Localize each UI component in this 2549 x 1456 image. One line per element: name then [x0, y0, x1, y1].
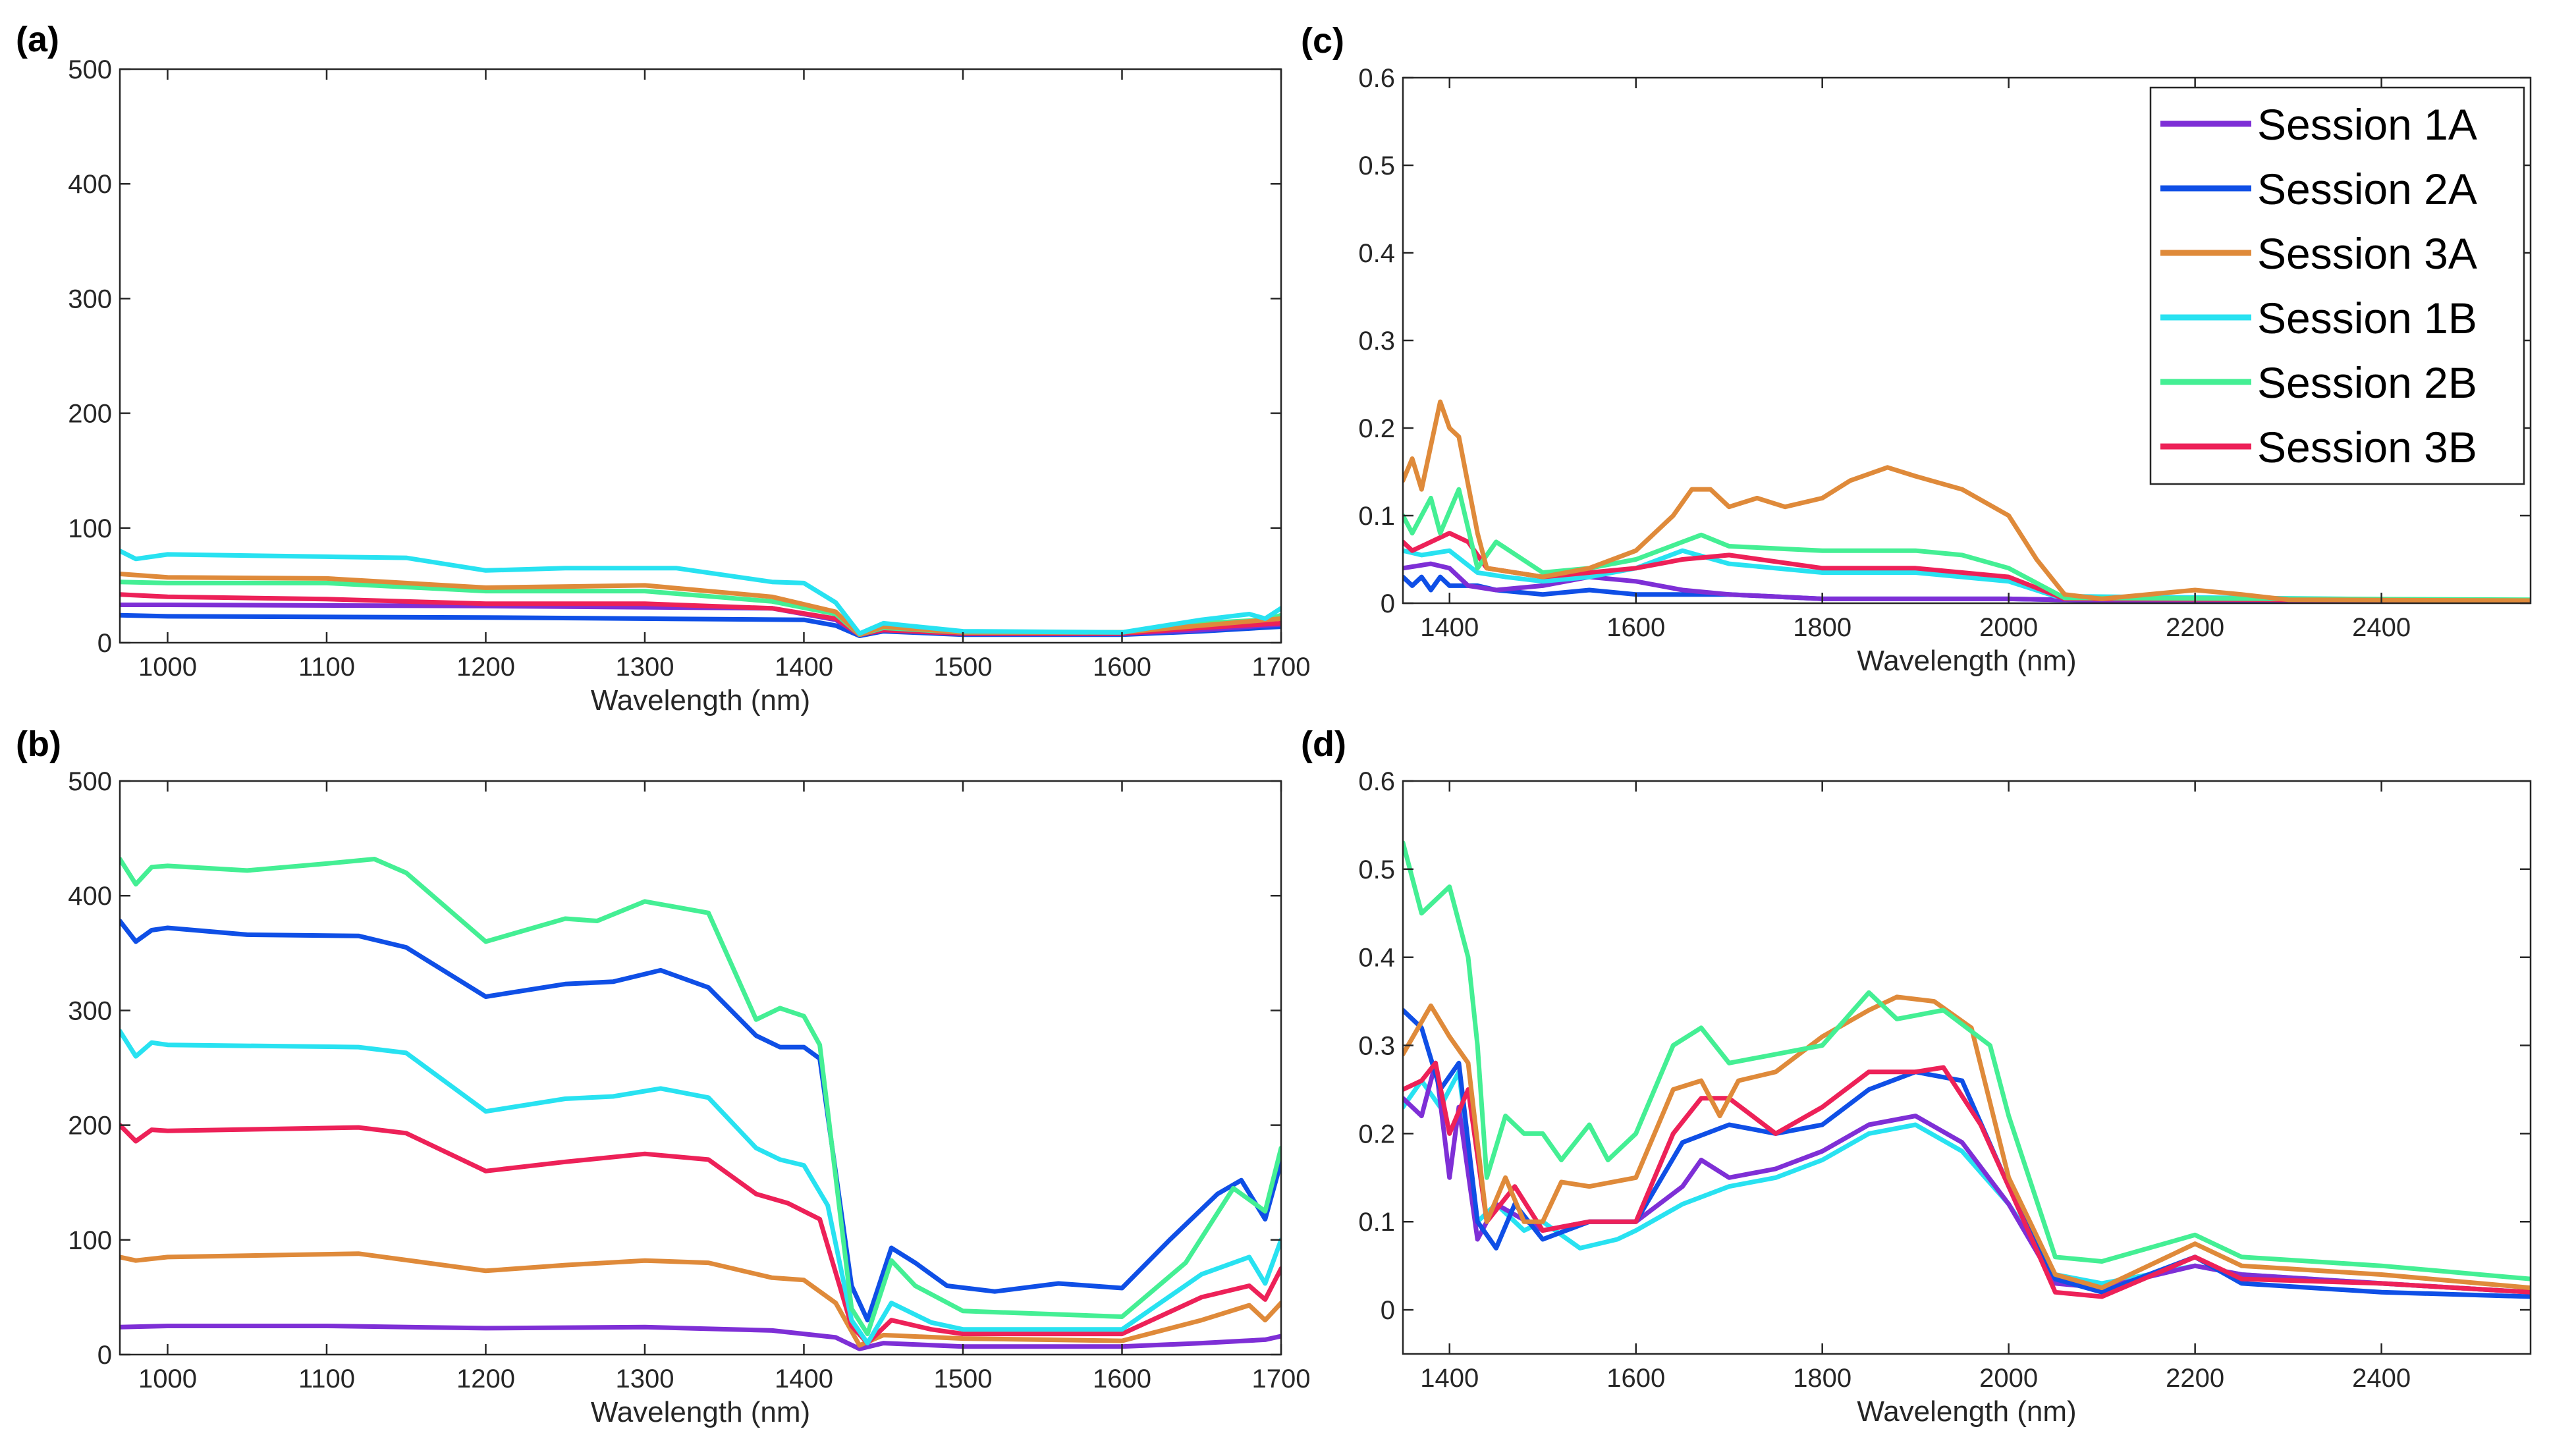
series-line-session-3a	[1403, 994, 2531, 1291]
panel-label: (a)	[16, 20, 59, 59]
plot-frame	[119, 68, 1282, 644]
y-tick-label: 200	[68, 400, 112, 429]
series-line-session-1b	[120, 549, 1281, 636]
x-tick-label: 1300	[615, 1364, 674, 1393]
y-tick-label: 400	[68, 882, 112, 911]
y-tick-label: 0.3	[1358, 1032, 1395, 1061]
y-tick-label: 400	[68, 170, 112, 199]
x-tick-label: 1400	[775, 1364, 833, 1393]
y-tick-label: 0.1	[1358, 1208, 1395, 1237]
y-tick-label: 100	[68, 514, 112, 543]
legend-label: Session 1B	[2257, 294, 2477, 342]
series-line-session-2a	[120, 919, 1281, 1323]
x-tick-label: 2200	[2166, 613, 2224, 642]
legend-box	[2149, 86, 2525, 485]
y-tick-label: 0	[1381, 589, 1395, 618]
x-tick-label: 1200	[456, 653, 515, 682]
chart-panel-b: (b) 1000 1100 1200 1300 1400 1500 1600 1700 0 100 2…	[16, 724, 1310, 1428]
x-axis-title: Wavelength (nm)	[1857, 1395, 2076, 1428]
y-tick-label: 300	[68, 996, 112, 1025]
panel-label: (d)	[1301, 724, 1346, 764]
plot-frame	[119, 780, 1282, 1356]
legend-label: Session 1A	[2257, 100, 2477, 149]
x-tick-label: 2400	[2352, 1364, 2411, 1393]
legend-label: Session 3A	[2257, 229, 2477, 278]
y-tick-label: 0.6	[1358, 767, 1395, 796]
series-line-session-1b	[120, 1029, 1281, 1346]
y-tick-label: 0.5	[1358, 151, 1395, 180]
series-line-session-2b	[1403, 487, 2531, 603]
x-tick-label: 1600	[1093, 1364, 1151, 1393]
x-tick-label: 2000	[1979, 1364, 2038, 1393]
y-tick-label: 0	[97, 1341, 112, 1370]
x-tick-label: 1000	[138, 1364, 197, 1393]
chart-panel-d: (d) 1400 1600 1800 2000 2200 2400 0 0.1 0.2 0.3 0.4…	[1301, 724, 2532, 1428]
chart-panel-a: (a) 1000 1100 1200 1300 1400 1500 1600 1700 0 100 2…	[16, 20, 1310, 716]
y-tick-label: 0.4	[1358, 239, 1395, 268]
x-tick-label: 2400	[2352, 613, 2411, 642]
series-line-session-1a	[120, 1324, 1281, 1351]
x-tick-label: 1600	[1606, 613, 1665, 642]
y-tick-label: 300	[68, 284, 112, 313]
y-tick-label: 0.5	[1358, 855, 1395, 884]
x-tick-label: 1100	[298, 1364, 355, 1393]
x-tick-label: 1700	[1252, 653, 1311, 682]
y-tick-label: 0	[97, 629, 112, 658]
y-tick-label: 0.1	[1358, 502, 1395, 531]
legend-label: Session 2A	[2257, 165, 2477, 213]
x-tick-label: 1500	[933, 1364, 992, 1393]
x-tick-label: 1800	[1793, 1364, 1851, 1393]
legend-label: Session 3B	[2257, 423, 2477, 472]
legend: Session 1A Session 2A Session 3A Session 1B…	[2149, 86, 2525, 485]
y-tick-label: 0.4	[1358, 944, 1395, 973]
y-tick-label: 0.2	[1358, 414, 1395, 443]
y-tick-label: 0.6	[1358, 64, 1395, 93]
series-line-session-3b	[120, 1123, 1281, 1346]
series-group	[1403, 840, 2531, 1299]
panel-label: (c)	[1301, 21, 1344, 61]
y-tick-label: 0.3	[1358, 327, 1395, 356]
y-tick-label: 0.2	[1358, 1119, 1395, 1148]
panel-label: (b)	[16, 724, 61, 764]
series-group	[120, 857, 1281, 1351]
x-tick-label: 1300	[615, 653, 674, 682]
x-tick-label: 1200	[456, 1364, 515, 1393]
x-tick-label: 1000	[138, 653, 197, 682]
y-tick-label: 200	[68, 1112, 112, 1141]
x-tick-label: 1400	[1420, 613, 1479, 642]
x-tick-label: 1500	[933, 653, 992, 682]
x-tick-label: 1600	[1093, 653, 1151, 682]
x-tick-label: 1400	[775, 653, 833, 682]
y-tick-label: 500	[68, 55, 112, 84]
y-tick-label: 100	[68, 1226, 112, 1255]
series-line-session-2b	[120, 857, 1281, 1337]
y-tick-label: 0	[1381, 1296, 1395, 1325]
x-tick-label: 1700	[1252, 1364, 1311, 1393]
x-axis-title: Wavelength (nm)	[591, 684, 810, 716]
series-line-session-3a	[1403, 399, 2531, 603]
x-tick-label: 1600	[1606, 1364, 1665, 1393]
x-tick-label: 2000	[1979, 613, 2038, 642]
legend-label: Session 2B	[2257, 358, 2477, 407]
series-line-session-2b	[1403, 840, 2531, 1281]
plot-frame	[1402, 780, 2532, 1355]
x-tick-label: 1400	[1420, 1364, 1479, 1393]
series-line-session-1a	[1403, 561, 2531, 603]
series-line-session-3a	[120, 1251, 1281, 1348]
series-line-session-3b	[1403, 531, 2531, 603]
x-tick-label: 1100	[298, 653, 355, 682]
x-axis-title: Wavelength (nm)	[591, 1396, 810, 1428]
x-axis-title: Wavelength (nm)	[1857, 645, 2076, 677]
x-tick-label: 2200	[2166, 1364, 2224, 1393]
series-group	[1403, 399, 2531, 603]
chart-panel-c: (c) 1400 1600 1800 2000 2200 2400 0 0.1 0.2 0.3 0.4…	[1301, 21, 2532, 677]
series-line-session-3b	[1403, 1060, 2531, 1299]
y-tick-label: 500	[68, 767, 112, 796]
x-tick-label: 1800	[1793, 613, 1851, 642]
series-line-session-2a	[1403, 1008, 2531, 1299]
